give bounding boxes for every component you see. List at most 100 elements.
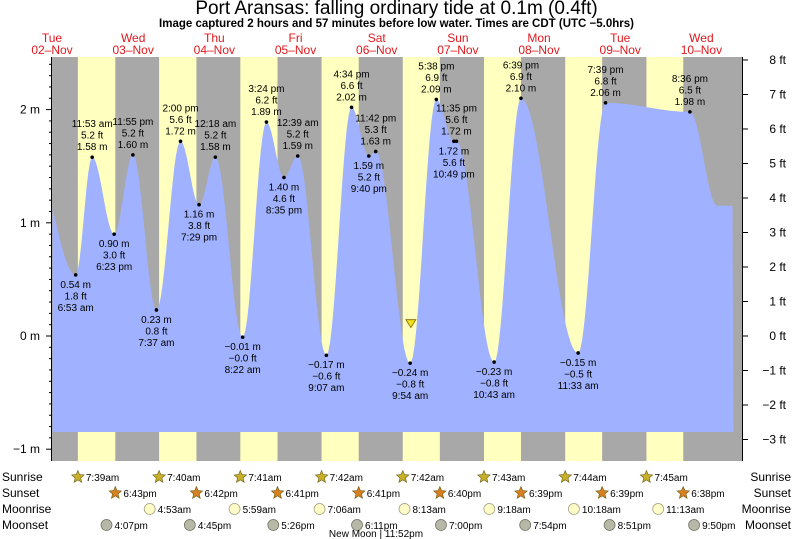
tide-event-label: −0.24 m — [392, 368, 428, 379]
moonset-icon — [603, 519, 616, 531]
tide-event-dot — [154, 308, 159, 312]
day-name: Thu — [204, 31, 225, 45]
tide-event-label: 9:40 pm — [351, 184, 387, 195]
sunset-icon — [595, 485, 610, 499]
day-name: Fri — [289, 31, 303, 45]
tide-event-label: 11:55 pm — [112, 117, 153, 128]
sunrise-icon — [477, 469, 491, 483]
sunrise-icon — [558, 469, 573, 483]
right-tick-label: 1 ft — [769, 294, 786, 308]
tide-event-label: 0.23 m — [141, 315, 172, 326]
tide-event-label: 6.9 ft — [425, 73, 447, 84]
moonset-icon — [351, 519, 363, 531]
tide-event-label: 1.59 m — [354, 161, 385, 172]
tide-event-label: 5.6 ft — [443, 158, 465, 169]
tide-event-label: 5.2 ft — [287, 130, 309, 141]
row-label-left: Moonrise — [2, 502, 52, 516]
tide-event-label: 10:43 am — [473, 390, 515, 401]
day-headers: Tue02–NovWed03–NovThu04–NovFri05–NovSat0… — [31, 31, 722, 57]
moonrise-time: 5:59am — [243, 505, 276, 516]
chart-subtitle: Image captured 2 hours and 57 minutes be… — [159, 18, 634, 30]
right-tick-label: 8 ft — [769, 53, 786, 67]
moonset-icon — [100, 519, 113, 531]
sunset-icon — [189, 485, 204, 499]
tide-event-dot — [131, 153, 135, 157]
moonset-time: 7:54pm — [533, 521, 566, 532]
tide-event-label: −0.8 ft — [396, 380, 424, 391]
tide-event-label: 2.10 m — [506, 83, 537, 94]
day-name: Wed — [689, 31, 713, 45]
sunset-time: 6:39pm — [610, 489, 643, 500]
current-tide-marker — [405, 319, 417, 329]
tide-event-label: 1.16 m — [184, 210, 215, 221]
right-tick-label: 2 ft — [769, 260, 786, 274]
tide-event-label: 7:37 am — [138, 338, 174, 349]
tide-event-dot — [240, 335, 245, 339]
tide-event-label: 1.72 m — [439, 146, 470, 157]
tide-event-dot — [452, 139, 456, 144]
moonrise-icon — [568, 503, 580, 515]
row-label-right: Moonset — [745, 518, 792, 532]
tide-event-dot — [197, 202, 201, 207]
right-tick-label: 5 ft — [769, 156, 786, 170]
sunset-icon — [351, 485, 366, 499]
moonrise-time: 7:06am — [328, 505, 361, 516]
tide-event-label: 1.58 m — [77, 142, 108, 153]
tide-event-label: −0.6 ft — [312, 372, 340, 383]
moonrise-icon — [398, 503, 411, 515]
tide-event-label: 4.6 ft — [273, 194, 295, 205]
moonset-icon — [519, 519, 532, 531]
moonrise-icon — [143, 503, 156, 515]
tide-event-dot — [349, 105, 354, 110]
row-label-left: Sunset — [2, 486, 40, 500]
day-name: Sun — [447, 31, 468, 45]
tide-event-dot — [434, 97, 439, 102]
tide-event-label: −0.8 ft — [480, 379, 508, 390]
tide-event-dot — [373, 149, 378, 154]
moonset-time: 8:51pm — [618, 521, 651, 532]
tide-event-label: 2:00 pm — [162, 103, 198, 114]
tide-event-label: 11:53 am — [72, 119, 113, 130]
tide-event-label: 6:53 am — [58, 303, 94, 314]
tide-event-label: −0.5 ft — [564, 369, 592, 380]
sunset-icon — [676, 485, 691, 499]
row-label-left: Sunrise — [2, 470, 43, 484]
left-tick-label: 2 m — [20, 103, 40, 117]
tide-event-dot — [519, 96, 523, 101]
moonrise-icon — [652, 503, 665, 515]
row-label-right: Moonrise — [742, 502, 792, 516]
sunrise-icon — [152, 469, 167, 483]
moonrise-icon — [313, 503, 326, 515]
tide-event-label: 3.8 ft — [188, 221, 210, 232]
left-tick-label: −1 m — [13, 442, 40, 456]
tide-event-dot — [213, 155, 218, 159]
sunrise-icon — [639, 469, 654, 483]
right-tick-label: −3 ft — [762, 433, 786, 447]
sunset-time: 6:39pm — [529, 489, 562, 500]
sun-moon-rows: Sunrise Sunrise Sunset Sunset Moonrise Moonri… — [2, 469, 792, 539]
sunset-time: 6:41pm — [286, 489, 319, 500]
day-date: 05–Nov — [275, 43, 316, 57]
sunrise-time: 7:41am — [248, 473, 281, 484]
sunrise-time: 7:45am — [654, 473, 687, 484]
tide-event-label: 2.02 m — [336, 92, 367, 103]
tide-event-label: 5:38 pm — [418, 61, 454, 72]
tide-event-label: 5.2 ft — [358, 173, 380, 184]
tide-curve — [52, 98, 734, 433]
new-moon-label: New Moon | 11:52pm — [329, 529, 423, 539]
tide-event-label: 0.54 m — [60, 280, 91, 291]
tide-event-dot — [454, 139, 459, 144]
tide-event-label: 3:24 pm — [248, 84, 284, 95]
sunrise-time: 7:42am — [330, 473, 363, 484]
tide-event-label: 5.6 ft — [169, 115, 191, 126]
tide-event-label: 12:39 am — [277, 118, 319, 129]
moonrise-time: 11:13am — [666, 505, 704, 516]
day-name: Sat — [368, 31, 387, 45]
day-date: 03–Nov — [112, 43, 153, 57]
moonset-time: 4:45pm — [198, 521, 231, 532]
tide-event-dot — [367, 154, 371, 158]
tide-event-label: 6.8 ft — [594, 76, 616, 87]
left-tick-label: 1 m — [20, 216, 40, 230]
moonrise-icon — [228, 503, 241, 515]
tide-event-label: 11:42 pm — [355, 113, 396, 124]
